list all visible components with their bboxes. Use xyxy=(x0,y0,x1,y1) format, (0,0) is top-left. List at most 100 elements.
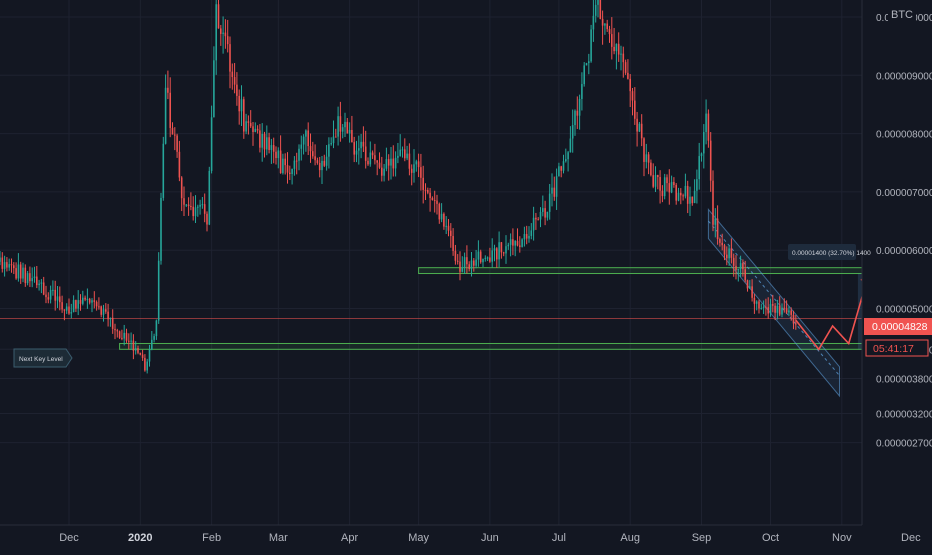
x-tick-label: Jul xyxy=(552,532,566,544)
candle-body xyxy=(268,137,270,150)
measure-label-bg xyxy=(788,244,856,260)
candle-body xyxy=(102,309,105,315)
candle-body xyxy=(249,122,252,127)
candle-body xyxy=(38,283,40,286)
candle-body xyxy=(185,204,188,206)
candle-body xyxy=(477,251,480,260)
candle-body xyxy=(325,156,328,166)
candle-body xyxy=(698,156,700,180)
candle-body xyxy=(588,61,590,64)
candle-body xyxy=(581,84,583,99)
candle-body xyxy=(305,130,307,137)
candle-body xyxy=(778,305,781,315)
candle-body xyxy=(337,116,339,137)
price-badge-timer-bg xyxy=(865,339,929,357)
candle-body xyxy=(512,239,514,246)
candle-body xyxy=(657,175,659,178)
candle-body xyxy=(590,29,592,62)
candle-body xyxy=(620,53,622,55)
candle-body xyxy=(562,161,565,171)
candle-body xyxy=(63,309,66,311)
candle-body xyxy=(668,183,671,193)
candle-body xyxy=(491,250,493,262)
candle-body xyxy=(381,167,383,176)
candle-body xyxy=(788,310,790,313)
candle-body xyxy=(344,121,346,128)
candle-body xyxy=(560,166,562,171)
candle-body xyxy=(17,264,20,279)
x-tick-label: Dec xyxy=(901,532,921,544)
candle-body xyxy=(663,177,666,197)
candle-body xyxy=(737,269,740,271)
candle-body xyxy=(49,290,52,300)
candle-body xyxy=(666,177,668,184)
descending-channel[interactable] xyxy=(707,208,840,398)
candle-body xyxy=(719,239,721,243)
candle-body xyxy=(714,218,717,225)
candle-body xyxy=(753,297,756,304)
x-tick-label: May xyxy=(408,532,429,544)
candle-body xyxy=(332,136,335,144)
candle-body xyxy=(378,162,381,168)
candle-body xyxy=(252,126,254,133)
candle-body xyxy=(634,100,636,119)
candle-body xyxy=(47,297,50,300)
candle-body xyxy=(323,160,326,166)
candle-body xyxy=(162,143,165,198)
candle-body xyxy=(31,278,33,282)
candle-body xyxy=(26,273,29,284)
next-key-level-callout[interactable]: Next Key Level xyxy=(13,348,73,368)
measure-tool[interactable]: 0.00001400 (32.70%) 1400 xyxy=(788,244,871,260)
candle-body xyxy=(293,160,296,169)
x-tick-label: Dec xyxy=(59,532,79,544)
candle-body xyxy=(686,185,689,204)
candle-body xyxy=(86,298,89,300)
price-badge-value-bg xyxy=(864,318,932,335)
candle-body xyxy=(574,110,576,126)
support-zone-lower[interactable] xyxy=(119,342,882,350)
candle-body xyxy=(519,245,521,247)
x-tick-label: Apr xyxy=(341,532,358,544)
candle-body xyxy=(59,296,61,303)
candle-body xyxy=(535,217,537,220)
candle-body xyxy=(13,265,15,269)
candle-body xyxy=(52,289,54,291)
candle-body xyxy=(1,257,4,269)
x-tick-label: Sep xyxy=(692,532,712,544)
candle-body xyxy=(769,304,772,314)
candle-body xyxy=(705,113,707,133)
candle-body xyxy=(624,62,627,73)
candle-body xyxy=(767,307,769,314)
candle-body xyxy=(277,150,280,159)
projection-path[interactable] xyxy=(795,279,868,351)
candle-body xyxy=(742,263,744,270)
candle-body xyxy=(643,138,645,162)
candle-body xyxy=(286,165,289,173)
candle-body xyxy=(121,337,123,339)
candle-body xyxy=(631,91,634,101)
candle-body xyxy=(406,153,408,159)
candle-body xyxy=(516,240,519,246)
candle-body xyxy=(79,300,82,304)
candle-body xyxy=(105,309,107,312)
candle-body xyxy=(272,145,275,152)
candle-body xyxy=(95,301,98,307)
candle-body xyxy=(459,261,461,272)
x-axis: Dec 2020 Feb Mar Apr May Jun Jul Aug Sep Oct Nov Dec xyxy=(59,532,921,544)
support-zone-upper[interactable] xyxy=(418,267,882,275)
candle-body xyxy=(282,158,284,174)
candle-body xyxy=(42,282,45,295)
candle-body xyxy=(712,180,714,225)
candle-body xyxy=(781,307,783,315)
candle-body xyxy=(229,44,231,72)
candle-body xyxy=(91,300,93,303)
candle-body xyxy=(424,189,427,191)
candle-body xyxy=(569,138,572,153)
candle-body xyxy=(565,159,567,162)
candle-body xyxy=(261,133,263,148)
candle-body xyxy=(521,239,523,247)
